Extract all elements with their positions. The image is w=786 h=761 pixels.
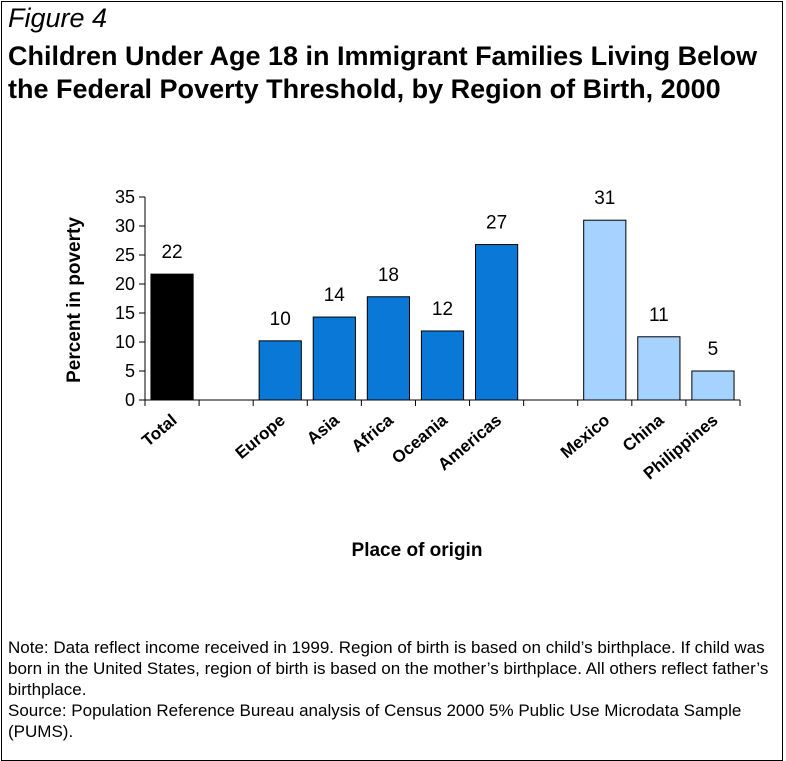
y-tick-label: 25 <box>115 245 135 265</box>
x-tick-label: Mexico <box>557 411 613 463</box>
figure-label: Figure 4 <box>8 3 108 33</box>
data-label: 5 <box>708 339 719 360</box>
x-axis-title: Place of origin <box>352 540 483 561</box>
bar-philippines <box>691 370 735 401</box>
bar-americas <box>474 244 519 401</box>
data-label: 14 <box>324 285 346 306</box>
x-tick-label: Europe <box>232 411 289 463</box>
bar-europe <box>258 340 302 401</box>
data-label: 11 <box>649 305 669 326</box>
bar-oceania <box>420 330 465 401</box>
data-label: 18 <box>378 265 399 286</box>
footnote: Note: Data reflect income received in 19… <box>8 637 778 742</box>
data-label: 31 <box>594 188 615 209</box>
y-tick-label: 10 <box>115 332 135 352</box>
chart-title: Children Under Age 18 in Immigrant Famil… <box>8 41 758 104</box>
x-tick-label: Asia <box>303 410 343 448</box>
bar-china <box>637 336 681 401</box>
data-label: 22 <box>161 242 182 263</box>
y-tick-label: 20 <box>115 274 135 294</box>
y-axis-title: Percent in poverty <box>64 217 85 383</box>
x-tick-label: China <box>619 410 668 455</box>
bar-africa <box>366 296 411 401</box>
bars: 22 10 14 18 12 27 31 11 5 <box>150 188 735 401</box>
y-axis: 0 5 10 15 20 25 30 35 <box>115 187 146 410</box>
note-text: Note: Data reflect income received in 19… <box>8 638 769 699</box>
y-tick-label: 35 <box>115 187 135 207</box>
data-label: 12 <box>432 299 453 320</box>
data-label: 27 <box>486 213 507 234</box>
bar-mexico <box>583 219 627 401</box>
y-tick-label: 30 <box>115 216 135 236</box>
bar-total <box>150 273 194 401</box>
source-text: Source: Population Reference Bureau anal… <box>8 701 742 741</box>
x-tick-label: Total <box>138 411 180 451</box>
bar-asia <box>312 316 356 401</box>
data-label: 10 <box>270 309 291 330</box>
y-tick-label: 15 <box>115 303 135 323</box>
x-tick-label: Africa <box>348 410 398 456</box>
y-tick-label: 0 <box>125 390 135 410</box>
y-tick-label: 5 <box>125 361 135 381</box>
